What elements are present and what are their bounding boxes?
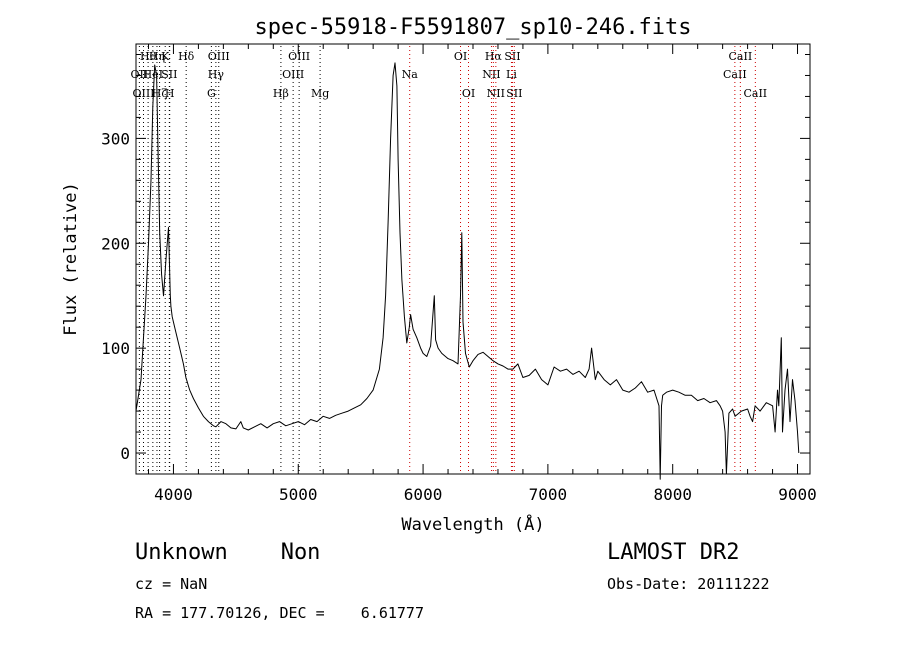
- blue-line-label: Mg: [311, 87, 329, 100]
- red-line-label: OI: [454, 50, 467, 63]
- blue-line-label: HeI: [143, 68, 163, 81]
- blue-line-label: OIII: [208, 50, 230, 63]
- red-line-label: Na: [402, 68, 419, 81]
- blue-line-label: K: [161, 50, 170, 63]
- red-line-label: CaII: [729, 50, 753, 63]
- classification-label: Unknown Non: [135, 540, 321, 565]
- x-tick-label: 8000: [653, 485, 692, 504]
- blue-line-label: H: [165, 87, 175, 100]
- red-line-label: SII: [504, 50, 520, 63]
- coordinates-label: RA = 177.70126, DEC = 6.61777: [135, 604, 424, 622]
- red-line-label: NII: [487, 87, 505, 100]
- redshift-label: cz = NaN: [135, 575, 208, 593]
- y-tick-label: 200: [101, 234, 130, 253]
- red-line-label: Li: [506, 68, 517, 81]
- x-axis-label: Wavelength (Å): [401, 513, 544, 535]
- blue-line-label: Hη: [149, 50, 165, 63]
- y-axis-label: Flux (relative): [61, 182, 81, 336]
- blue-line-label: OIII: [288, 50, 310, 63]
- red-line-label: OI: [462, 87, 475, 100]
- spectrum-line: [135, 62, 800, 480]
- y-tick-label: 100: [101, 339, 130, 358]
- x-tick-label: 4000: [154, 485, 193, 504]
- y-tick-label: 300: [101, 129, 130, 148]
- blue-line-label: OII: [131, 68, 149, 81]
- red-line-label: CaII: [743, 87, 767, 100]
- blue-line-label: G: [207, 87, 216, 100]
- plot-frame: [135, 43, 811, 475]
- red-line-label: Hα: [485, 50, 503, 63]
- blue-line-label: Hδ: [178, 50, 195, 63]
- blue-line-label: Hβ: [273, 87, 289, 100]
- blue-line-label: Hθ: [140, 50, 157, 63]
- red-line-label: SII: [506, 87, 522, 100]
- blue-line-label: Hγ: [208, 68, 225, 81]
- obs-date-label: Obs-Date: 20111222: [607, 575, 770, 593]
- blue-line-label: OIII: [282, 68, 304, 81]
- x-tick-label: 6000: [404, 485, 443, 504]
- y-tick-label: 0: [120, 444, 130, 463]
- x-tick-label: 7000: [529, 485, 568, 504]
- x-tick-label: 5000: [279, 485, 318, 504]
- red-line-label: NII: [482, 68, 500, 81]
- red-line-label: CaII: [723, 68, 747, 81]
- blue-line-label: Hζ: [152, 87, 168, 100]
- survey-label: LAMOST DR2: [607, 540, 740, 565]
- chart-title: spec-55918-F5591807_sp10-246.fits: [254, 15, 691, 40]
- x-tick-label: 9000: [778, 485, 817, 504]
